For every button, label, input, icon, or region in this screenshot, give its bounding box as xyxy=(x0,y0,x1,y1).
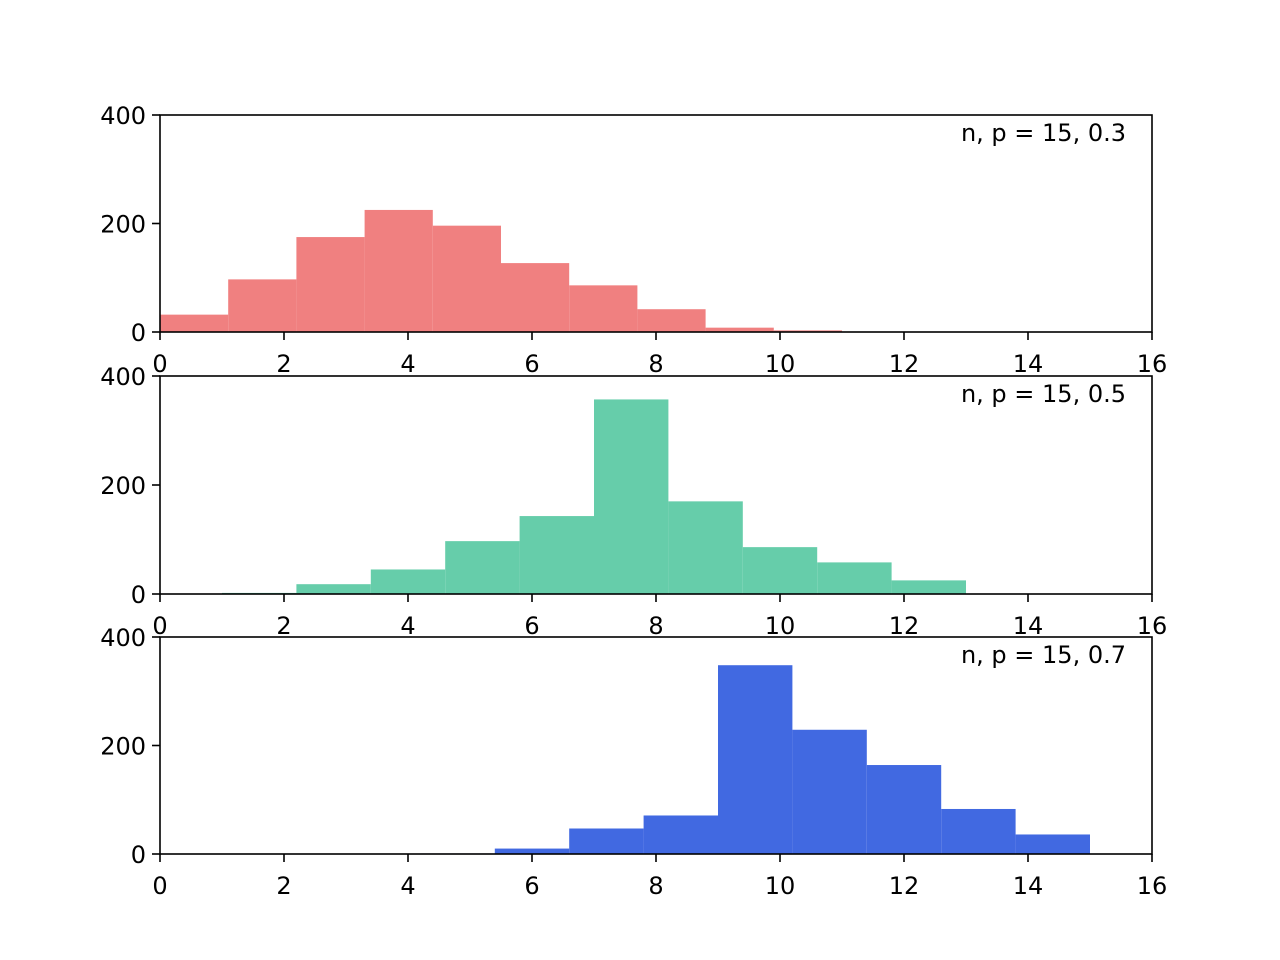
histogram-panel-p07: 0 2 4 6 8 10 12 14 16 0 200 400 n, p = 15, 0.7 xyxy=(100,624,1167,900)
x-tick-label: 4 xyxy=(400,612,415,640)
histogram-bar xyxy=(742,547,818,594)
x-tick-label: 6 xyxy=(524,872,539,900)
distribution-annotation: n, p = 15, 0.5 xyxy=(961,380,1126,408)
y-tick-label: 200 xyxy=(100,472,146,500)
x-tick-label: 10 xyxy=(765,612,796,640)
histogram-panel-p03: 0 2 4 6 8 10 12 14 16 0 200 400 n, p = 15, 0.3 xyxy=(100,102,1167,378)
histogram-bar xyxy=(228,279,297,332)
histogram-bar xyxy=(501,263,570,332)
x-tick-label: 10 xyxy=(765,872,796,900)
x-tick-label: 2 xyxy=(276,612,291,640)
histogram-bar xyxy=(643,815,718,854)
histogram-bar xyxy=(445,541,520,594)
x-tick-label: 8 xyxy=(648,350,663,378)
x-tick-label: 16 xyxy=(1137,872,1168,900)
histogram-bar xyxy=(364,209,433,332)
histogram-bar xyxy=(370,569,446,594)
x-tick-label: 8 xyxy=(648,612,663,640)
y-tick-label: 200 xyxy=(100,733,146,761)
x-tick-label: 16 xyxy=(1137,612,1168,640)
x-tick-label: 4 xyxy=(400,350,415,378)
y-tick-label: 400 xyxy=(100,624,146,652)
x-tick-label: 0 xyxy=(152,612,167,640)
x-tick-label: 2 xyxy=(276,872,291,900)
x-tick-label: 14 xyxy=(1013,350,1044,378)
y-tick-label: 0 xyxy=(131,581,146,609)
distribution-annotation: n, p = 15, 0.3 xyxy=(961,119,1126,147)
histogram-bar xyxy=(296,584,371,594)
x-tick-label: 12 xyxy=(889,872,920,900)
histogram-panel-p05: 0 2 4 6 8 10 12 14 16 0 200 400 n, p = 15, 0.5 xyxy=(100,363,1167,640)
histogram-bar xyxy=(296,237,365,332)
x-tick-label: 14 xyxy=(1013,872,1044,900)
x-tick-label: 0 xyxy=(152,872,167,900)
y-tick-label: 200 xyxy=(100,211,146,239)
x-tick-label: 0 xyxy=(152,350,167,378)
histogram-bar xyxy=(569,828,644,854)
histogram-bar xyxy=(718,665,793,854)
histogram-bar xyxy=(668,501,743,594)
histogram-bar xyxy=(1015,834,1090,854)
histogram-bar xyxy=(941,808,1016,854)
histogram-bar xyxy=(432,225,501,332)
histogram-bar xyxy=(594,399,669,594)
histogram-bar xyxy=(160,314,229,332)
x-tick-label: 8 xyxy=(648,872,663,900)
x-tick-label: 10 xyxy=(765,350,796,378)
x-tick-label: 12 xyxy=(889,612,920,640)
x-tick-label: 6 xyxy=(524,612,539,640)
histogram-bar xyxy=(817,562,892,594)
histogram-bar xyxy=(792,729,867,854)
histogram-bar xyxy=(519,516,594,594)
histogram-bar xyxy=(891,580,966,594)
x-tick-label: 6 xyxy=(524,350,539,378)
y-tick-label: 0 xyxy=(131,841,146,869)
x-tick-label: 4 xyxy=(400,872,415,900)
histogram-bar xyxy=(866,765,942,854)
histogram-bar xyxy=(637,309,706,332)
x-tick-label: 16 xyxy=(1137,350,1168,378)
y-tick-label: 400 xyxy=(100,363,146,391)
histogram-bar xyxy=(705,327,774,332)
y-tick-label: 0 xyxy=(131,319,146,347)
histogram-bar xyxy=(494,848,570,854)
y-tick-label: 400 xyxy=(100,102,146,130)
x-tick-label: 2 xyxy=(276,350,291,378)
x-tick-label: 12 xyxy=(889,350,920,378)
histogram-bar xyxy=(569,285,638,332)
histogram-bar xyxy=(773,330,842,332)
x-tick-label: 14 xyxy=(1013,612,1044,640)
distribution-annotation: n, p = 15, 0.7 xyxy=(961,641,1126,669)
